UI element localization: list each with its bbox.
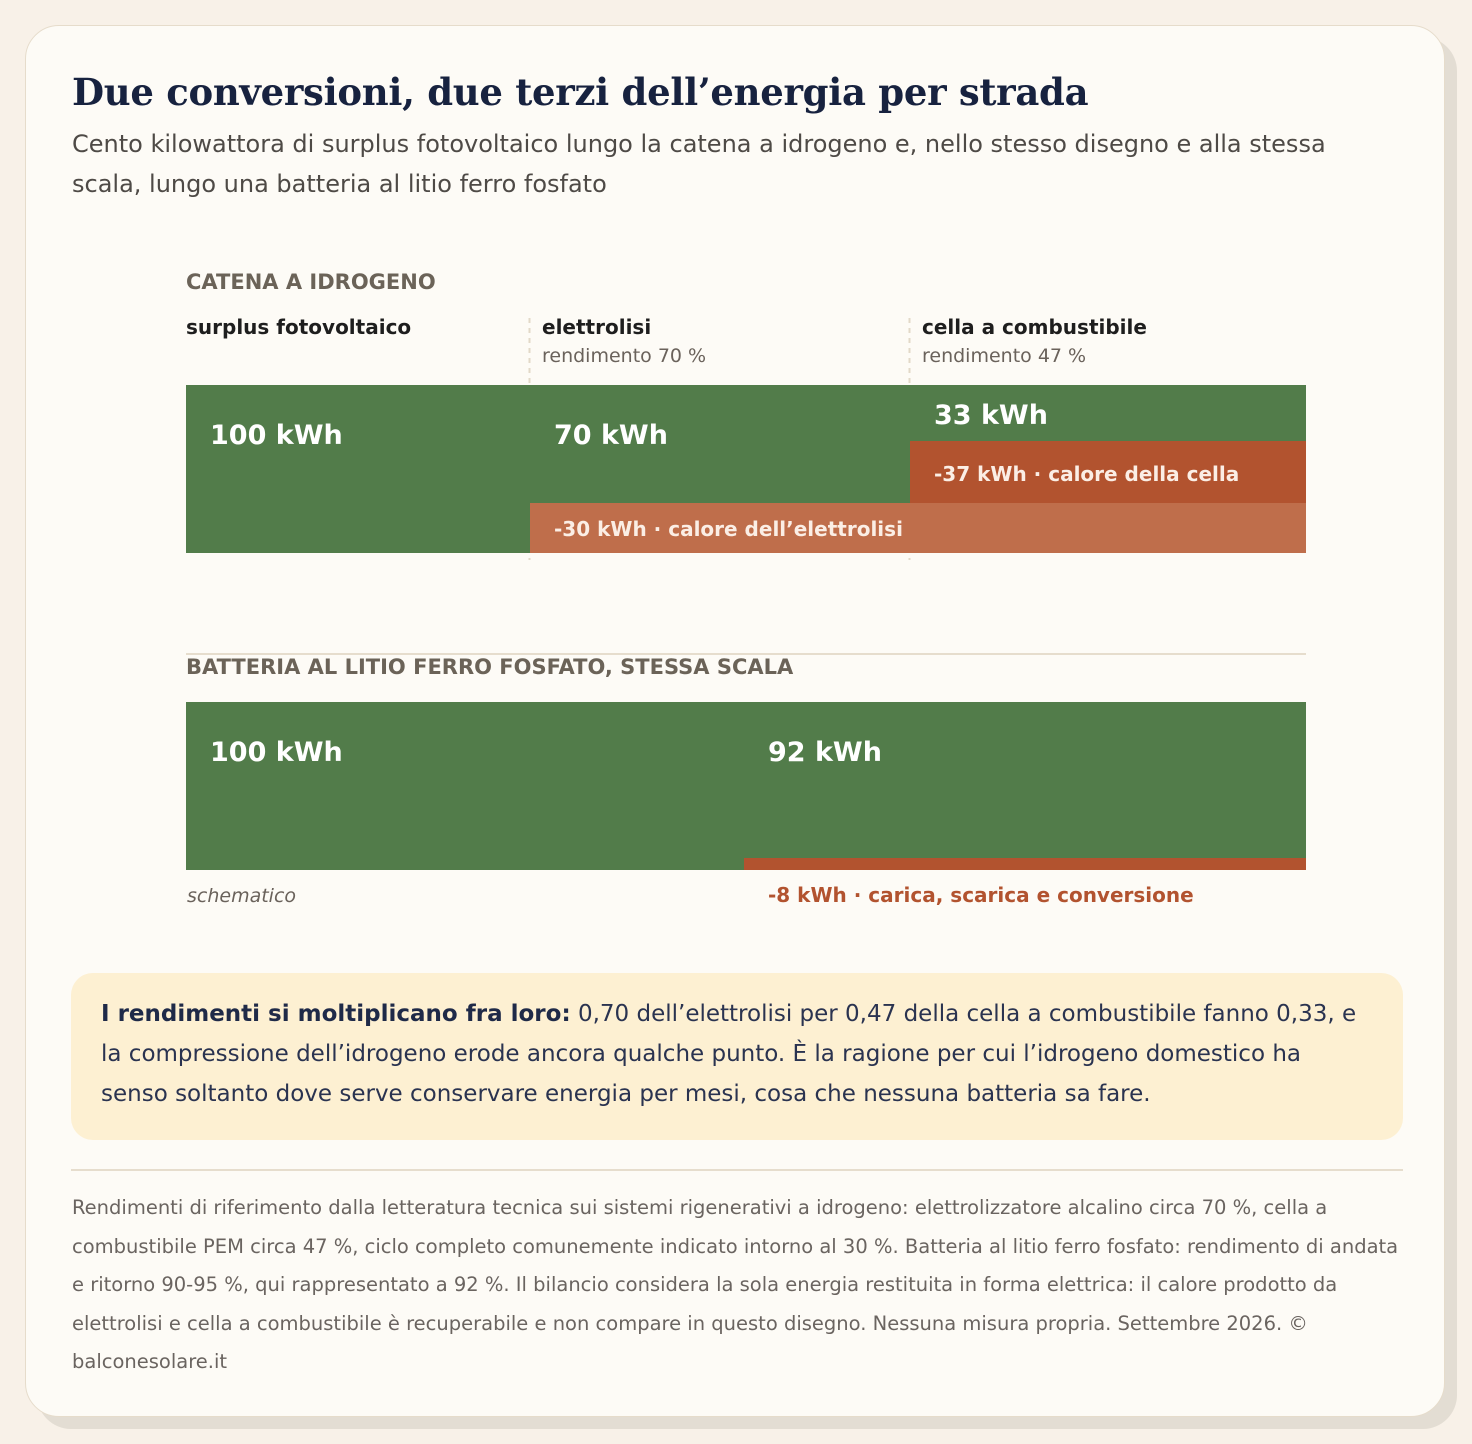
loss-band-fuel-cell	[910, 441, 1306, 503]
page-title: Due conversioni, due terzi dell’energia …	[72, 70, 1089, 114]
bar-fuel-cell-33	[910, 385, 1306, 441]
stage-name-electrolysis: elettrolisi	[542, 315, 651, 339]
energy-flow-chart: CATENA A IDROGENO surplus fotovoltaico e…	[186, 270, 1306, 907]
loss-band-battery	[744, 858, 1306, 870]
source-footnote: Rendimenti di riferimento dalla letterat…	[72, 1196, 1399, 1373]
callout-text: 0,70 dell’elettrolisi per 0,47 della cel…	[101, 1001, 1357, 1107]
bar-battery-in-100	[186, 702, 744, 870]
stage-note-fuel-cell: rendimento 47 %	[922, 345, 1086, 367]
page-subtitle: Cento kilowattora di surplus fotovoltaic…	[72, 130, 1326, 198]
section-title-battery: BATTERIA AL LITIO FERRO FOSFATO, STESSA …	[186, 655, 794, 679]
stage-note-electrolysis: rendimento 70 %	[542, 345, 706, 367]
value-label-battery-in: 100 kWh	[210, 737, 343, 768]
stage-name-pv: surplus fotovoltaico	[186, 315, 411, 339]
bar-electrolysis-70	[530, 385, 910, 503]
loss-label-fuel-cell: -37 kWh · calore della cella	[934, 462, 1239, 486]
loss-label-battery: -8 kWh · carica, scarica e conversione	[768, 883, 1194, 907]
loss-band-electrolysis	[530, 503, 1306, 553]
section-title-hydrogen: CATENA A IDROGENO	[186, 270, 436, 294]
value-label-electrolysis: 70 kWh	[554, 420, 668, 451]
bar-battery-out-92	[744, 702, 1306, 858]
footnote-divider	[71, 1169, 1403, 1171]
scale-note: schematico	[187, 885, 296, 907]
loss-label-electrolysis: -30 kWh · calore dell’elettrolisi	[554, 517, 903, 541]
infographic-card: Due conversioni, due terzi dell’energia …	[25, 25, 1445, 1417]
value-label-pv: 100 kWh	[210, 420, 343, 451]
insight-callout: I rendimenti si moltiplicano fra loro: 0…	[71, 973, 1403, 1140]
callout-lead: I rendimenti si moltiplicano fra loro:	[101, 1001, 571, 1027]
value-label-fuel-cell: 33 kWh	[934, 400, 1048, 431]
stage-name-fuel-cell: cella a combustibile	[922, 315, 1147, 339]
value-label-battery-out: 92 kWh	[768, 737, 882, 768]
bar-pv-100	[186, 385, 530, 553]
